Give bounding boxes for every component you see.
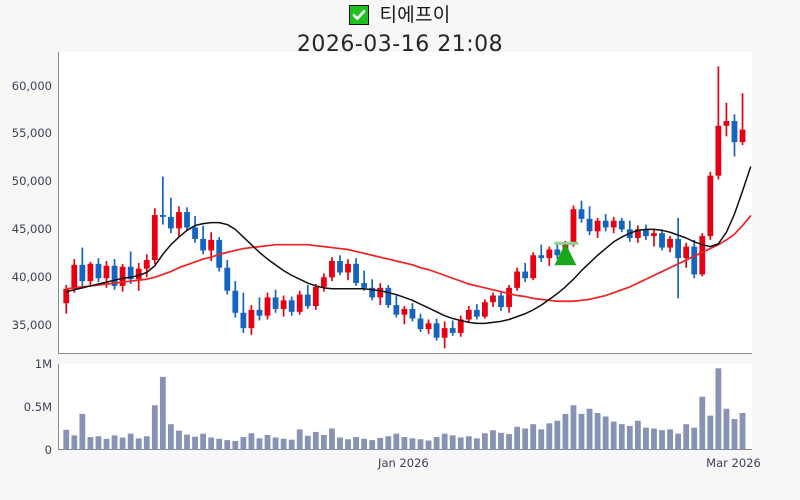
page-title: 티에프이 <box>379 3 451 26</box>
volume-axis-labels: 0 0.5M 1M <box>0 0 52 500</box>
date-axis-tick: Mar 2026 <box>706 456 761 470</box>
price-axis-tick: 35,000 <box>11 318 52 333</box>
volume-plot[interactable] <box>59 364 753 450</box>
title-row: 티에프이 <box>0 2 800 28</box>
volume-panel[interactable] <box>58 364 752 450</box>
candlestick-plot[interactable] <box>59 52 753 354</box>
date-axis-tick: Jan 2026 <box>378 456 429 470</box>
volume-axis-tick: 0 <box>44 443 52 457</box>
volume-axis-tick: 1M <box>34 357 52 371</box>
timestamp: 2026-03-16 21:08 <box>296 32 504 57</box>
price-axis-tick: 50,000 <box>11 174 52 189</box>
chart-header: 티에프이 2026-03-16 21:08 <box>0 2 800 56</box>
price-axis-tick: 45,000 <box>11 222 52 237</box>
price-axis-labels: 35,000 40,000 45,000 50,000 55,000 60,000 <box>0 0 52 500</box>
price-axis-tick: 55,000 <box>11 126 52 141</box>
volume-axis-tick: 0.5M <box>23 400 52 414</box>
price-axis-tick: 40,000 <box>11 270 52 285</box>
price-panel[interactable] <box>58 52 752 354</box>
buy-signal-marker[interactable] <box>554 241 579 266</box>
price-axis-tick: 60,000 <box>11 78 52 93</box>
check-square-icon <box>349 5 370 25</box>
